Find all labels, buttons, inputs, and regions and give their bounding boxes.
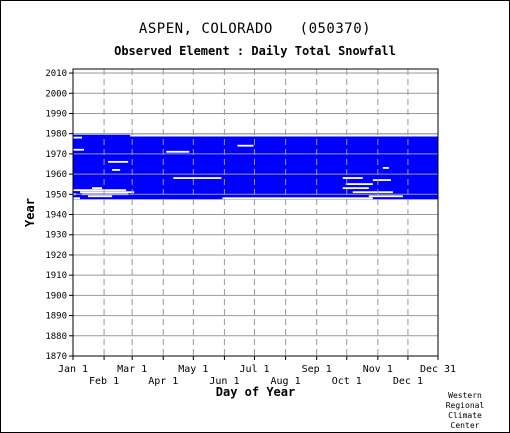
y-tick-label: 1990 bbox=[45, 109, 67, 119]
y-tick-label: 1890 bbox=[45, 312, 67, 322]
station-name: ASPEN, COLORADO bbox=[138, 21, 273, 37]
missing-segment bbox=[173, 177, 222, 179]
missing-segment bbox=[342, 177, 363, 179]
y-tick-label: 2010 bbox=[45, 69, 67, 79]
x-tick-label: Mar 1 bbox=[117, 364, 147, 375]
y-axis-label: Year bbox=[23, 198, 37, 227]
missing-segment bbox=[345, 183, 373, 186]
y-tick-label: 1920 bbox=[45, 251, 67, 261]
x-tick-label: Apr 1 bbox=[148, 376, 178, 387]
missing-segment bbox=[222, 197, 373, 200]
y-tick-label: 1930 bbox=[45, 231, 67, 241]
credit-line: Western bbox=[448, 391, 482, 400]
y-tick-label: 2000 bbox=[45, 89, 67, 99]
x-axis-label: Day of Year bbox=[216, 385, 295, 399]
station-id: (050370) bbox=[299, 21, 372, 37]
missing-segment bbox=[73, 148, 85, 151]
x-tick-label: Dec 1 bbox=[393, 376, 423, 387]
credit-line: Regional bbox=[445, 401, 485, 410]
y-tick-label: 1870 bbox=[45, 352, 67, 362]
credit-block: Western Regional Climate Center bbox=[435, 391, 495, 431]
missing-segment bbox=[73, 189, 127, 192]
missing-segment bbox=[372, 179, 391, 181]
x-tick-label: Aug 1 bbox=[271, 376, 301, 387]
missing-segment bbox=[352, 191, 393, 194]
missing-segment bbox=[108, 160, 129, 163]
plot-area bbox=[73, 69, 438, 356]
plot-border bbox=[72, 68, 439, 357]
missing-segment bbox=[112, 169, 121, 171]
x-tick-label: Jan 1 bbox=[58, 364, 88, 375]
x-tick-label: Oct 1 bbox=[332, 376, 362, 387]
x-tick-label: Jul 1 bbox=[239, 364, 269, 375]
credit-line: Climate bbox=[448, 411, 482, 420]
y-tick-label: 1970 bbox=[45, 150, 67, 160]
missing-segment bbox=[342, 187, 369, 190]
chart-subtitle: Observed Element : Daily Total Snowfall bbox=[114, 44, 396, 58]
x-tick-label: Dec 31 bbox=[420, 364, 456, 375]
y-tick-label: 1950 bbox=[45, 190, 67, 200]
missing-segment bbox=[73, 136, 83, 139]
y-tick-label: 1980 bbox=[45, 130, 67, 140]
credit-line: Center bbox=[450, 421, 480, 430]
missing-segment bbox=[368, 195, 403, 198]
x-tick-label: Nov 1 bbox=[363, 364, 393, 375]
y-tick-label: 1900 bbox=[45, 291, 67, 301]
x-tick-label: Jun 1 bbox=[209, 376, 239, 387]
missing-segment bbox=[73, 197, 81, 200]
data-block bbox=[73, 134, 438, 200]
missing-segment bbox=[382, 167, 389, 169]
missing-segment bbox=[88, 195, 113, 198]
y-tick-label: 1940 bbox=[45, 211, 67, 221]
missing-segment bbox=[92, 187, 103, 190]
y-tick-label: 1910 bbox=[45, 271, 67, 281]
missing-segment bbox=[166, 150, 190, 153]
missing-segment bbox=[237, 144, 254, 147]
chart-title: ASPEN, COLORADO (050370) bbox=[1, 21, 509, 37]
x-tick-label: Sep 1 bbox=[302, 364, 332, 375]
missing-segment bbox=[130, 134, 438, 137]
x-tick-label: Feb 1 bbox=[89, 376, 119, 387]
missing-segment bbox=[80, 191, 135, 194]
x-tick-label: May 1 bbox=[178, 364, 208, 375]
y-tick-label: 1960 bbox=[45, 170, 67, 180]
y-tick-label: 1880 bbox=[45, 332, 67, 342]
